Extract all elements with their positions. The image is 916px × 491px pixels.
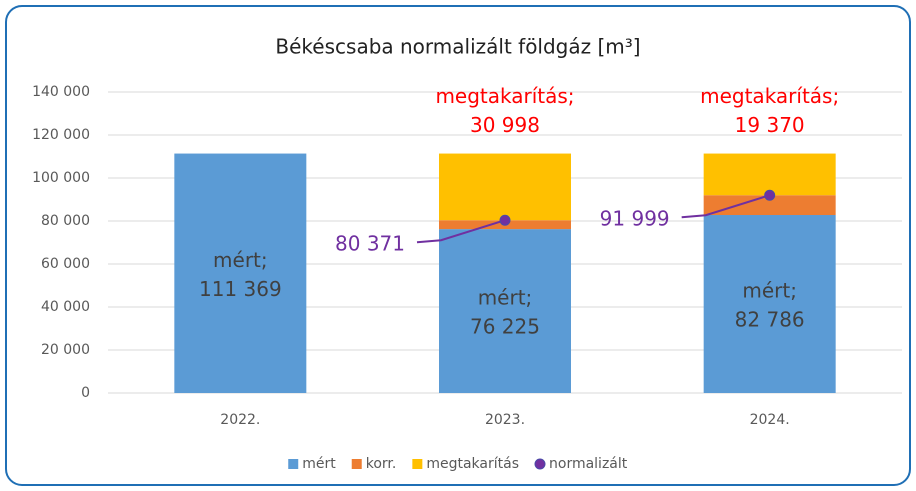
- legend-label: normalizált: [549, 456, 628, 472]
- data-label: 30 998: [470, 113, 540, 137]
- legend-marker: [534, 458, 546, 470]
- data-label: 80 371: [335, 232, 405, 256]
- data-label: megtakarítás;: [700, 84, 839, 108]
- data-label: 76 225: [470, 315, 540, 339]
- y-tick-label: 20 000: [41, 342, 90, 358]
- bar-segment: [703, 153, 836, 196]
- y-tick-label: 100 000: [32, 170, 90, 186]
- data-label: mért;: [213, 248, 268, 272]
- legend-label: korr.: [366, 456, 397, 472]
- y-tick-label: 140 000: [32, 84, 90, 100]
- bar-segment: [439, 229, 571, 393]
- data-label: mért;: [478, 286, 533, 310]
- data-label: 82 786: [735, 308, 805, 332]
- bar-segment: [703, 195, 836, 216]
- y-tick-label: 60 000: [41, 256, 90, 272]
- legend-swatch: [412, 459, 423, 469]
- y-tick-label: 120 000: [32, 127, 90, 143]
- y-tick-label: 40 000: [41, 299, 90, 315]
- x-tick-label: 2024.: [750, 412, 790, 428]
- y-tick-label: 0: [81, 385, 90, 401]
- x-tick-label: 2023.: [485, 412, 525, 428]
- leader-line: [416, 219, 506, 244]
- x-tick-label: 2022.: [220, 412, 260, 428]
- marker: [764, 189, 776, 201]
- data-label: 19 370: [735, 113, 805, 137]
- marker: [499, 214, 511, 226]
- bar-segment: [439, 153, 571, 221]
- legend-label: megtakarítás: [426, 456, 519, 472]
- legend: mért korr. megtakarítás normalizált: [288, 456, 628, 472]
- data-label: megtakarítás;: [435, 84, 574, 108]
- legend-swatch: [288, 459, 299, 469]
- leader-line: [681, 194, 770, 219]
- chart-title: Békéscsaba normalizált földgáz [m³]: [275, 35, 640, 59]
- bar-segment: [174, 153, 307, 393]
- legend-swatch: [351, 459, 362, 469]
- data-label: 111 369: [199, 277, 282, 301]
- data-label: mért;: [742, 279, 797, 303]
- legend-label: mért: [302, 456, 336, 472]
- y-tick-label: 80 000: [41, 213, 90, 229]
- data-label: 91 999: [600, 207, 670, 231]
- bar-segment: [703, 215, 836, 393]
